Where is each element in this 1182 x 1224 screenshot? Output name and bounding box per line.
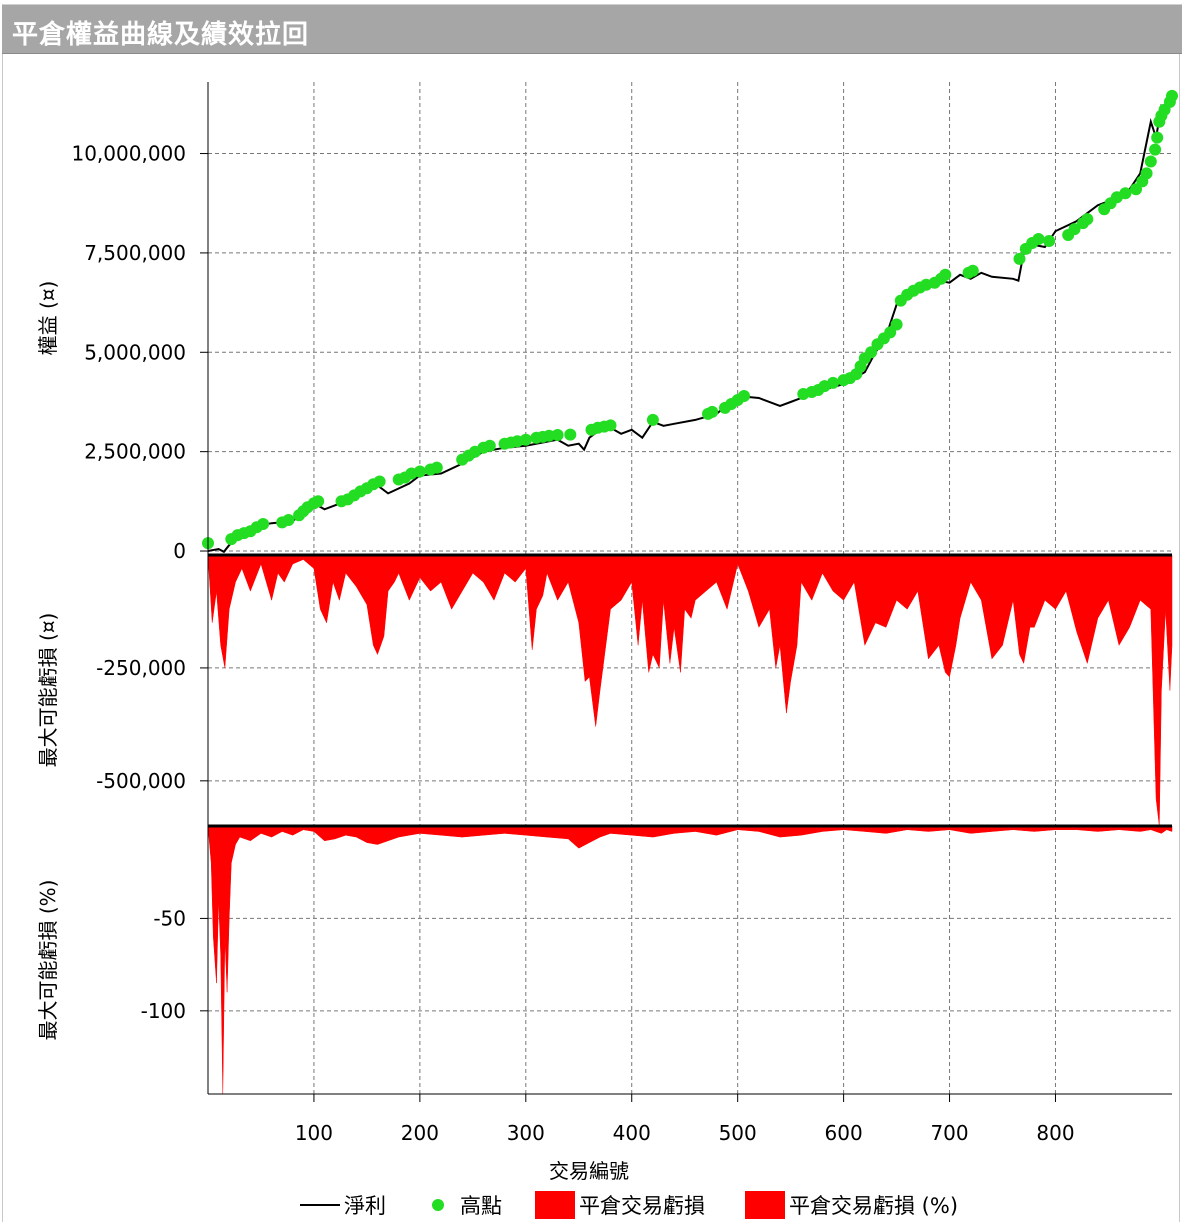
- high-point-marker: [1119, 187, 1132, 200]
- x-tick-label: 300: [507, 1121, 545, 1145]
- high-point-marker: [373, 475, 386, 488]
- high-point-marker: [738, 390, 750, 402]
- x-tick-label: 400: [613, 1121, 651, 1145]
- drawdown-area: [207, 554, 1173, 827]
- high-point-marker: [865, 346, 878, 359]
- legend-label: 淨利: [344, 1194, 386, 1218]
- y-tick-label: 2,500,000: [84, 440, 186, 464]
- high-point-marker: [564, 428, 577, 441]
- drawdown-pct-area: [207, 825, 1173, 1095]
- high-point-marker: [413, 465, 426, 478]
- x-tick-label: 200: [401, 1121, 439, 1145]
- x-tick-label: 800: [1036, 1121, 1074, 1145]
- high-point-marker: [890, 318, 903, 331]
- high-point-marker: [939, 268, 952, 281]
- window-title: 平倉權益曲線及績效拉回: [12, 20, 310, 50]
- x-axis-label: 交易編號: [549, 1159, 629, 1183]
- high-point-marker: [1013, 252, 1026, 265]
- high-point-marker: [1149, 143, 1162, 156]
- high-point-marker: [1081, 213, 1094, 226]
- high-point-marker: [1166, 89, 1178, 102]
- x-tick-label: 500: [719, 1121, 757, 1145]
- legend-label: 平倉交易虧損 (%): [789, 1194, 958, 1218]
- y-tick-label: 0: [173, 539, 186, 563]
- x-tick-label: 700: [930, 1121, 968, 1145]
- y-axis-label: 最大可能虧損 (¤): [36, 613, 60, 768]
- y-tick-label: -100: [141, 999, 186, 1023]
- high-point-marker: [1144, 155, 1157, 168]
- y-tick-label: -50: [153, 906, 186, 930]
- window-title-bar: 平倉權益曲線及績效拉回: [2, 4, 1182, 54]
- y-tick-label: -500,000: [96, 769, 186, 793]
- y-tick-label: 10,000,000: [71, 142, 186, 166]
- x-tick-label: 600: [825, 1121, 863, 1145]
- y-axis-label: 權益 (¤): [36, 281, 60, 356]
- high-point-marker: [257, 518, 270, 530]
- high-point-marker: [551, 429, 564, 441]
- y-tick-label: 5,000,000: [84, 340, 186, 364]
- high-point-marker: [1068, 223, 1081, 236]
- high-point-marker: [966, 264, 979, 277]
- high-point-marker: [706, 405, 719, 418]
- y-axis-label: 最大可能虧損 (%): [36, 880, 60, 1041]
- legend-box-swatch: [535, 1191, 575, 1219]
- high-point-marker: [519, 433, 532, 446]
- high-point-marker: [646, 413, 659, 426]
- high-point-marker: [282, 514, 295, 526]
- y-tick-label: -250,000: [96, 656, 186, 680]
- chart-frame: [2, 54, 1180, 1222]
- legend-box-swatch: [745, 1191, 785, 1219]
- legend-dot-swatch: [432, 1199, 444, 1211]
- high-point-marker: [827, 376, 839, 389]
- legend-label: 平倉交易虧損: [579, 1194, 705, 1218]
- high-point-marker: [312, 495, 325, 508]
- high-point-marker: [1043, 235, 1056, 247]
- high-point-marker: [1140, 167, 1153, 180]
- x-tick-label: 100: [295, 1121, 333, 1145]
- high-point-marker: [1151, 131, 1164, 144]
- legend-label: 高點: [460, 1194, 502, 1218]
- high-point-marker: [1032, 233, 1045, 245]
- y-tick-label: 7,500,000: [84, 241, 186, 265]
- high-point-marker: [430, 461, 443, 474]
- high-point-marker: [604, 419, 617, 432]
- high-point-marker: [483, 439, 496, 452]
- net-profit-line: [207, 93, 1173, 554]
